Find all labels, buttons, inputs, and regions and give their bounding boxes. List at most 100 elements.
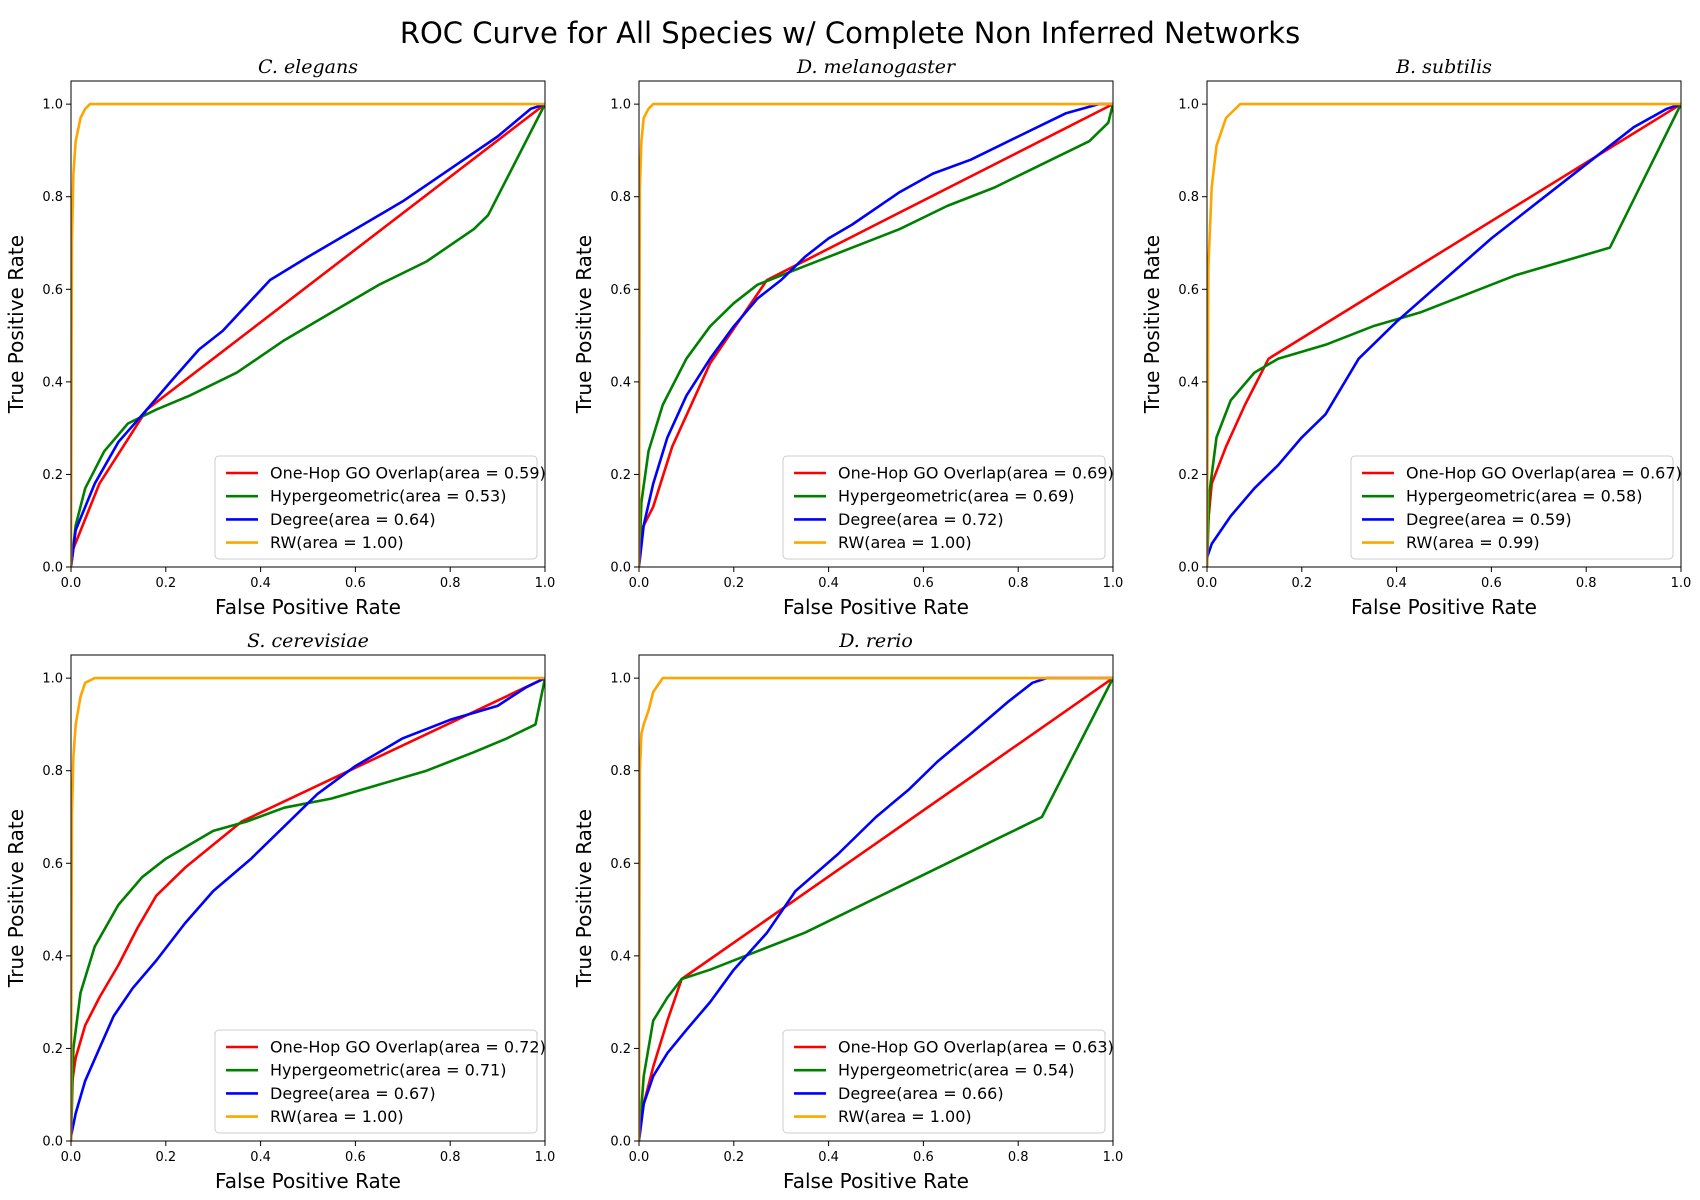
x-tick-label: 1.0 <box>535 576 556 591</box>
y-tick-label: 0.4 <box>42 949 63 964</box>
legend-label: One-Hop GO Overlap(area = 0.59) <box>270 464 546 483</box>
legend-label: Degree(area = 0.72) <box>838 510 1004 529</box>
legend: One-Hop GO Overlap(area = 0.69) Hypergeom… <box>782 455 1114 560</box>
y-tick-label: 0.8 <box>42 764 63 779</box>
legend-label: Degree(area = 0.59) <box>1406 510 1572 529</box>
panel-title: D. rerio <box>838 630 913 652</box>
x-axis-label: False Positive Rate <box>783 595 969 619</box>
axes-frame <box>638 80 1114 568</box>
x-tick-label: 0.8 <box>440 576 461 591</box>
legend-label: Degree(area = 0.66) <box>838 1084 1004 1103</box>
legend-label: Hypergeometric(area = 0.54) <box>838 1061 1074 1080</box>
y-axis-label: True Positive Rate <box>1140 235 1164 414</box>
x-tick-label: 0.6 <box>913 1150 934 1165</box>
legend-label: Hypergeometric(area = 0.71) <box>270 1061 506 1080</box>
y-tick-label: 1.0 <box>42 672 63 687</box>
panel-s-cerevisiae: 0.00.0 0.2 0.2 0.4 0.4 0.6 0.6 0.8 0.8 1.0 1.0 Fals… <box>4 630 555 1193</box>
series-line-rw <box>71 676 545 1141</box>
legend: One-Hop GO Overlap(area = 0.72) Hypergeom… <box>214 1029 546 1134</box>
y-tick-label: 0.0 <box>610 1135 631 1150</box>
x-tick-label: 0.4 <box>818 1150 839 1165</box>
series-line-degree <box>639 676 1113 1141</box>
x-axis-label: False Positive Rate <box>215 595 401 619</box>
legend-box <box>214 455 538 560</box>
legend-label: One-Hop GO Overlap(area = 0.69) <box>838 464 1114 483</box>
panel-title: D. melanogaster <box>796 56 957 78</box>
x-tick-label: 0.6 <box>1481 576 1502 591</box>
figure-title: ROC Curve for All Species w/ Complete No… <box>399 16 1301 50</box>
x-tick-label: 1.0 <box>1103 576 1124 591</box>
x-axis-label: False Positive Rate <box>1351 595 1537 619</box>
y-tick-label: 0.4 <box>610 949 631 964</box>
panel-b-subtilis: 0.00.0 0.2 0.2 0.4 0.4 0.6 0.6 0.8 0.8 1.0 1.0 Fals… <box>1140 56 1691 619</box>
series-line-rw <box>1207 102 1681 567</box>
x-tick-label: 1.0 <box>1103 1150 1124 1165</box>
legend-box <box>782 1029 1106 1134</box>
y-axis-label: True Positive Rate <box>572 809 596 988</box>
series-line-degree <box>639 102 1113 567</box>
x-tick-label: 0.0 <box>629 1150 650 1165</box>
axes-frame <box>70 654 546 1142</box>
x-tick-label: 0.0 <box>629 576 650 591</box>
legend-label: Hypergeometric(area = 0.53) <box>270 487 506 506</box>
x-tick-label: 0.8 <box>1008 576 1029 591</box>
y-tick-label: 0.0 <box>42 1135 63 1150</box>
legend: One-Hop GO Overlap(area = 0.59) Hypergeom… <box>214 455 546 560</box>
legend: One-Hop GO Overlap(area = 0.63) Hypergeom… <box>782 1029 1114 1134</box>
x-tick-label: 0.2 <box>155 1150 176 1165</box>
y-tick-label: 0.6 <box>1178 283 1199 298</box>
y-tick-label: 0.8 <box>610 190 631 205</box>
series-line-rw <box>639 676 1113 1141</box>
y-tick-label: 0.2 <box>42 1042 63 1057</box>
y-tick-label: 0.2 <box>610 1042 631 1057</box>
x-tick-label: 0.2 <box>155 576 176 591</box>
x-tick-label: 0.8 <box>1008 1150 1029 1165</box>
panel-title: C. elegans <box>258 56 358 78</box>
y-tick-label: 0.2 <box>42 468 63 483</box>
panel-d-melanogaster: 0.00.0 0.2 0.2 0.4 0.4 0.6 0.6 0.8 0.8 1.0 1.0 Fals… <box>572 56 1123 619</box>
x-tick-label: 0.8 <box>440 1150 461 1165</box>
series-line-hypergeometric <box>71 103 545 567</box>
y-tick-label: 0.4 <box>1178 375 1199 390</box>
legend-label: Degree(area = 0.67) <box>270 1084 436 1103</box>
axes-frame <box>70 80 546 568</box>
legend-box <box>782 455 1106 560</box>
x-tick-label: 0.6 <box>913 576 934 591</box>
legend-box <box>1350 455 1674 560</box>
y-axis-label: True Positive Rate <box>4 235 28 414</box>
y-tick-label: 0.8 <box>1178 190 1199 205</box>
panel-d-rerio: 0.00.0 0.2 0.2 0.4 0.4 0.6 0.6 0.8 0.8 1.0 1.0 Fals… <box>572 630 1123 1193</box>
panel-title: S. cerevisiae <box>247 630 369 652</box>
y-tick-label: 1.0 <box>42 98 63 113</box>
legend-label: RW(area = 1.00) <box>838 533 972 552</box>
y-tick-label: 0.0 <box>610 561 631 576</box>
x-tick-label: 0.0 <box>61 1150 82 1165</box>
x-tick-label: 0.6 <box>345 576 366 591</box>
legend-label: RW(area = 1.00) <box>270 1107 404 1126</box>
axes-frame <box>1206 80 1682 568</box>
y-axis-label: True Positive Rate <box>4 809 28 988</box>
y-tick-label: 0.0 <box>42 561 63 576</box>
legend-box <box>214 1029 538 1134</box>
series-line-hypergeometric <box>639 103 1113 567</box>
x-tick-label: 0.2 <box>723 1150 744 1165</box>
legend-label: One-Hop GO Overlap(area = 0.63) <box>838 1038 1114 1057</box>
y-tick-label: 0.6 <box>42 857 63 872</box>
x-tick-label: 0.4 <box>250 1150 271 1165</box>
x-tick-label: 0.4 <box>818 576 839 591</box>
panel-c-elegans: 0.00.0 0.2 0.2 0.4 0.4 0.6 0.6 0.8 0.8 1.0 1.0 Fals… <box>4 56 555 619</box>
series-line-rw <box>71 102 545 567</box>
y-tick-label: 0.2 <box>610 468 631 483</box>
series-line-degree <box>1207 102 1681 559</box>
x-tick-label: 0.6 <box>345 1150 366 1165</box>
y-tick-label: 0.6 <box>42 283 63 298</box>
legend-label: One-Hop GO Overlap(area = 0.72) <box>270 1038 546 1057</box>
y-tick-label: 0.4 <box>42 375 63 390</box>
panel-title: B. subtilis <box>1395 56 1492 78</box>
y-tick-label: 0.2 <box>1178 468 1199 483</box>
series-line-one-hop-go-overlap <box>71 676 545 1091</box>
x-axis-label: False Positive Rate <box>215 1169 401 1193</box>
y-tick-label: 0.6 <box>610 857 631 872</box>
y-tick-label: 0.4 <box>610 375 631 390</box>
